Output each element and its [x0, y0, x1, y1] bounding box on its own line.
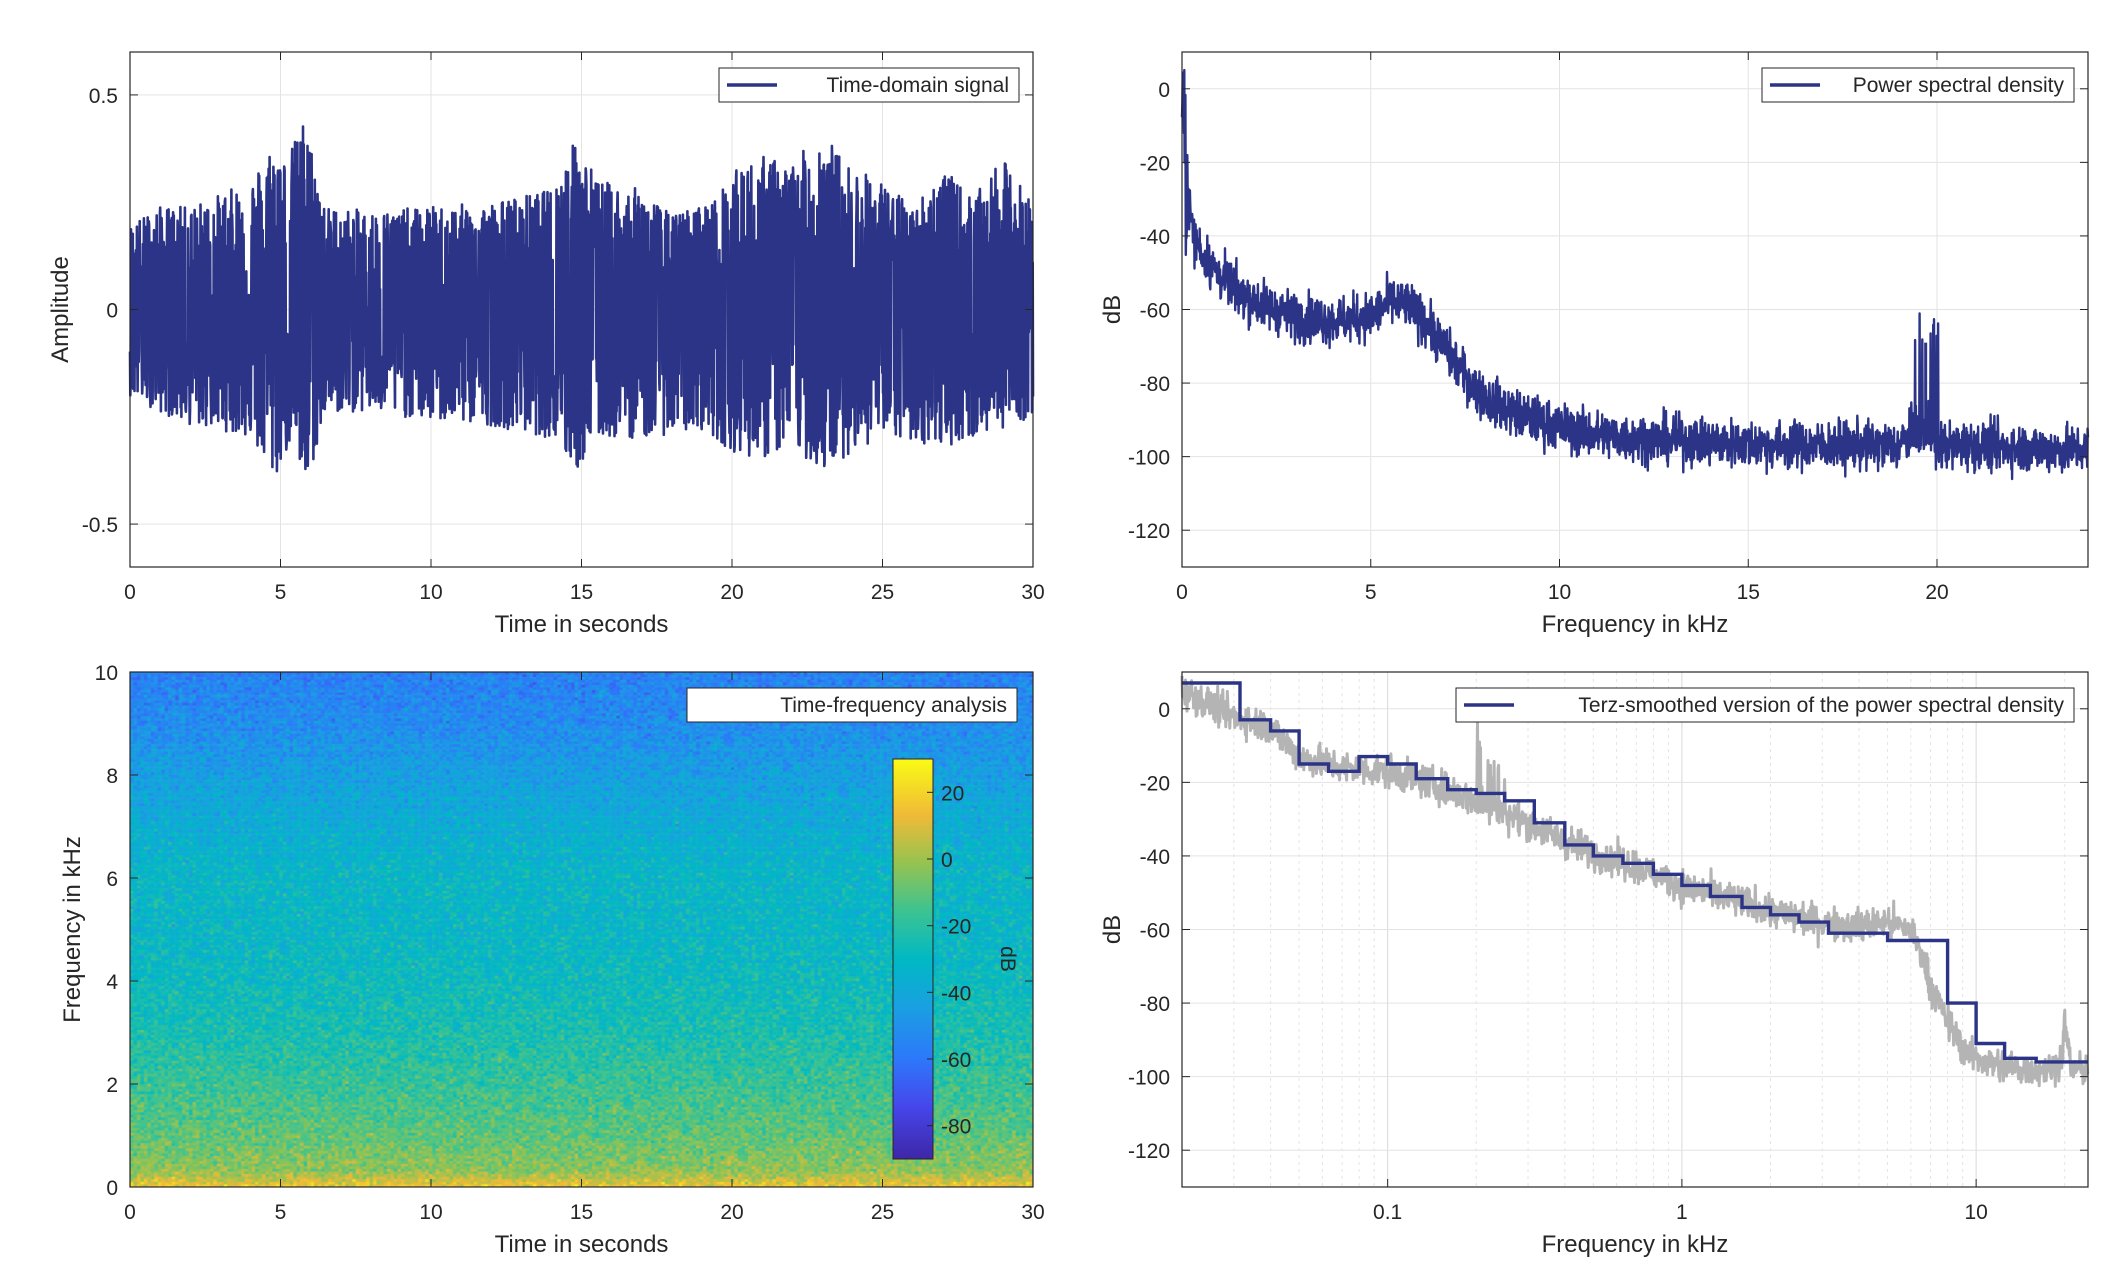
x-tick-label: 25: [871, 1201, 894, 1224]
y-tick-label: -80: [1140, 993, 1170, 1016]
x-tick-label: 5: [275, 581, 287, 604]
y-tick-label: -120: [1128, 520, 1170, 543]
x-tick-label: 10: [1548, 581, 1571, 604]
x-tick-label: 0: [1176, 581, 1188, 604]
y-tick-label: 0: [1158, 79, 1170, 102]
y-axis-label: dB: [1099, 915, 1126, 944]
x-tick-label: 30: [1021, 581, 1044, 604]
y-tick-label: -100: [1128, 1067, 1170, 1090]
terz-line: [1182, 681, 2088, 1064]
x-tick-label: 0: [124, 581, 136, 604]
y-tick-label: 0: [1158, 699, 1170, 722]
y-tick-label: -20: [1140, 772, 1170, 795]
y-tick-label: -120: [1128, 1140, 1170, 1163]
x-axis-label: Time in seconds: [495, 1231, 669, 1258]
colorbar-tick-label: 0: [941, 849, 953, 872]
colorbar: [892, 758, 934, 1160]
legend-label: Time-frequency analysis: [780, 694, 1007, 717]
y-tick-label: 0.5: [89, 85, 118, 108]
spectrogram-image: [130, 672, 1033, 1187]
psd-line: [1180, 68, 2090, 481]
y-tick-label: 8: [106, 765, 118, 788]
x-axis-label: Frequency in kHz: [1542, 1231, 1729, 1258]
colorbar-tick-label: -20: [941, 916, 971, 939]
raw-psd-line: [1180, 675, 2090, 1088]
x-tick-label: 25: [871, 581, 894, 604]
colorbar-label: dB: [996, 946, 1019, 972]
x-tick-label: 5: [1365, 581, 1377, 604]
x-tick-label: 0: [124, 1201, 136, 1224]
x-tick-label: 30: [1021, 1201, 1044, 1224]
colorbar-tick-label: 20: [941, 782, 964, 805]
x-axis-label: Frequency in kHz: [1542, 611, 1729, 638]
y-tick-label: 6: [106, 868, 118, 891]
y-tick-label: -60: [1140, 300, 1170, 323]
x-tick-label: 20: [720, 1201, 743, 1224]
y-axis-label: dB: [1099, 295, 1126, 324]
legend-box: [686, 687, 1018, 723]
y-tick-label: 4: [106, 971, 118, 994]
legend-box: [1455, 687, 2075, 723]
x-axis-label: Time in seconds: [495, 611, 669, 638]
x-tick-label: 10: [1964, 1201, 1987, 1224]
legend-label: Terz-smoothed version of the power spect…: [1578, 694, 2064, 717]
y-tick-label: 0: [106, 300, 118, 323]
y-tick-label: 2: [106, 1074, 118, 1097]
y-tick-label: -0.5: [82, 514, 118, 537]
x-tick-label: 15: [1737, 581, 1760, 604]
x-tick-label: 15: [570, 1201, 593, 1224]
y-tick-label: -100: [1128, 447, 1170, 470]
y-tick-label: -60: [1140, 920, 1170, 943]
x-tick-label: 15: [570, 581, 593, 604]
y-axis-label: Frequency in kHz: [59, 836, 86, 1023]
x-tick-label: 10: [419, 1201, 442, 1224]
y-tick-label: -40: [1140, 226, 1170, 249]
x-tick-label: 0.1: [1373, 1201, 1402, 1224]
legend-label: Time-domain signal: [827, 74, 1009, 97]
y-tick-label: -40: [1140, 846, 1170, 869]
x-tick-label: 10: [419, 581, 442, 604]
time-domain-chart: 0 5 10 15 20 25 30 -0.5 0 0.5 Time in seconds Ampli…: [47, 51, 1045, 638]
colorbar-tick-label: -80: [941, 1116, 971, 1139]
y-axis-label: Amplitude: [47, 256, 74, 363]
y-tick-label: 10: [95, 662, 118, 685]
legend-label: Power spectral density: [1853, 74, 2065, 97]
y-tick-label: -20: [1140, 152, 1170, 175]
x-tick-label: 20: [720, 581, 743, 604]
psd-chart: 0 5 10 15 20 0 -20 -40 -60 -80 -100 -120 Frequency i…: [1099, 51, 2090, 638]
colorbar-tick-label: -60: [941, 1049, 971, 1072]
colorbar-tick-label: -40: [941, 982, 971, 1005]
x-tick-label: 1: [1676, 1201, 1688, 1224]
terz-chart: 0.1 1 10 0 -20 -40 -60 -80 -100 -120 Frequency in …: [1099, 671, 2090, 1258]
x-tick-label: 20: [1925, 581, 1948, 604]
spectrogram-chart: 0 5 10 15 20 25 30 0 2 4 6 8 10 Time in seconds Freque…: [59, 662, 1045, 1258]
y-tick-label: 0: [106, 1177, 118, 1200]
signal-line: [128, 125, 1035, 473]
y-tick-label: -80: [1140, 373, 1170, 396]
x-tick-label: 5: [275, 1201, 287, 1224]
